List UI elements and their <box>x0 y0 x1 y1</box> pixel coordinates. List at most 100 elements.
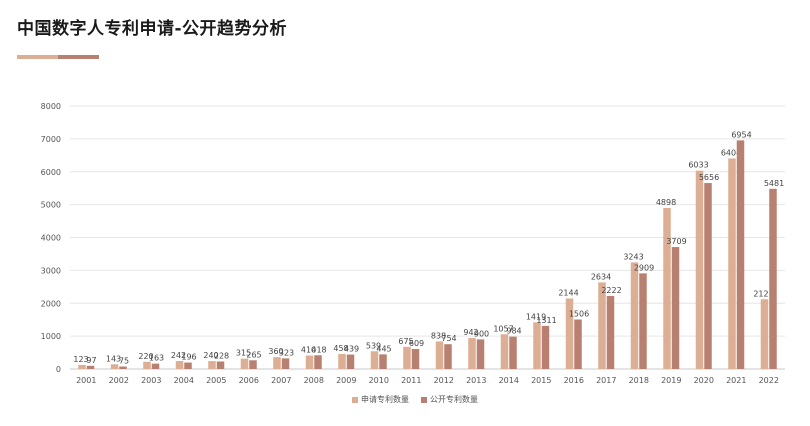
x-tick-label: 2003 <box>141 376 161 385</box>
bar-application <box>403 346 411 369</box>
x-tick-label: 2010 <box>369 376 389 385</box>
bar-publication <box>769 188 777 369</box>
data-label-publication: 2909 <box>634 263 654 272</box>
x-tick-label: 2006 <box>239 376 259 385</box>
bar-application <box>240 358 249 369</box>
bar-publication <box>216 361 225 369</box>
data-label-publication: 228 <box>214 352 229 361</box>
data-label-publication: 163 <box>149 354 164 363</box>
bar-publication <box>151 363 160 369</box>
data-label-publication: 5656 <box>699 173 719 182</box>
bar-publication <box>119 366 127 369</box>
bar-application <box>468 338 476 369</box>
bar-publication <box>346 354 355 369</box>
data-label-application: 2144 <box>558 289 578 298</box>
bar-publication <box>249 360 257 369</box>
data-label-application: 220 <box>138 352 153 361</box>
bar-publication <box>574 319 582 369</box>
x-tick-label: 2019 <box>661 376 681 385</box>
data-label-publication: 323 <box>279 348 294 357</box>
data-label-application: 458 <box>333 344 348 353</box>
y-tick-label: 5000 <box>41 201 61 210</box>
legend-item-publication: 公开专利数量 <box>421 394 478 405</box>
data-label-publication: 265 <box>246 350 261 359</box>
bar-application <box>273 357 281 369</box>
data-label-publication: 418 <box>311 345 326 354</box>
bar-application <box>110 364 119 369</box>
legend-label-publication: 公开专利数量 <box>430 395 478 404</box>
y-tick-label: 6000 <box>41 168 61 177</box>
data-label-application: 2634 <box>591 272 611 281</box>
bar-publication <box>281 358 290 369</box>
bar-application <box>175 361 184 369</box>
data-label-publication: 1506 <box>569 309 589 318</box>
data-label-application: 123 <box>73 355 88 364</box>
data-label-publication: 445 <box>376 344 391 353</box>
bar-application <box>208 361 216 369</box>
page-title: 中国数字人专利申请-公开趋势分析 <box>17 19 288 39</box>
y-tick-label: 1000 <box>41 332 61 341</box>
x-tick-label: 2014 <box>499 376 519 385</box>
bar-application <box>663 207 671 369</box>
y-tick-label: 8000 <box>41 102 61 111</box>
x-tick-label: 2016 <box>564 376 584 385</box>
x-tick-label: 2002 <box>109 376 129 385</box>
x-tick-label: 2011 <box>401 376 421 385</box>
data-label-application: 2121 <box>753 289 773 298</box>
data-label-application: 143 <box>106 354 121 363</box>
data-label-publication: 97 <box>86 356 96 365</box>
data-label-publication: 196 <box>181 353 196 362</box>
bar-publication <box>736 140 745 369</box>
bar-application <box>143 361 151 369</box>
y-tick-label: 4000 <box>41 234 61 243</box>
y-tick-label: 7000 <box>41 135 61 144</box>
bar-publication <box>509 336 517 369</box>
data-label-publication: 1311 <box>536 316 556 325</box>
bar-application <box>630 262 639 369</box>
data-label-application: 838 <box>431 331 446 340</box>
x-tick-label: 2008 <box>304 376 324 385</box>
data-label-publication: 900 <box>474 329 489 338</box>
bar-publication <box>704 183 712 369</box>
data-label-application: 410 <box>301 346 316 355</box>
data-label-application: 315 <box>236 349 251 358</box>
data-label-application: 240 <box>203 351 218 360</box>
bar-publication <box>314 355 322 369</box>
x-tick-label: 2013 <box>466 376 486 385</box>
x-tick-label: 2017 <box>596 376 616 385</box>
bar-publication <box>606 295 615 369</box>
bar-publication <box>86 365 95 369</box>
legend-label-application: 申请专利数量 <box>361 395 409 404</box>
data-label-publication: 2222 <box>601 286 621 295</box>
x-tick-label: 2018 <box>629 376 649 385</box>
legend-swatch-publication <box>421 396 427 403</box>
bar-publication <box>541 325 550 369</box>
bar-application <box>533 322 541 369</box>
bar-publication <box>379 354 387 369</box>
data-label-publication: 5481 <box>764 179 784 188</box>
x-tick-label: 2015 <box>531 376 551 385</box>
data-label-publication: 754 <box>441 334 456 343</box>
bar-publication <box>639 273 647 369</box>
bar-publication <box>184 362 192 369</box>
data-label-application: 1057 <box>493 324 513 333</box>
x-tick-label: 2004 <box>174 376 194 385</box>
bar-application <box>500 334 509 369</box>
data-label-application: 360 <box>268 347 283 356</box>
chart-legend: 申请专利数量 公开专利数量 <box>352 394 478 405</box>
data-label-application: 3243 <box>623 252 643 261</box>
bar-application <box>78 364 86 369</box>
bar-application <box>435 341 444 369</box>
data-label-application: 1419 <box>526 312 546 321</box>
x-tick-label: 2021 <box>726 376 746 385</box>
x-tick-label: 2022 <box>759 376 779 385</box>
bar-application <box>728 158 736 369</box>
data-label-application: 242 <box>171 351 186 360</box>
x-tick-label: 2005 <box>206 376 226 385</box>
y-tick-label: 2000 <box>41 299 61 308</box>
legend-item-application: 申请专利数量 <box>352 394 409 405</box>
bar-application <box>760 299 769 369</box>
title-accent-bar <box>17 55 99 59</box>
bar-application <box>305 355 314 369</box>
